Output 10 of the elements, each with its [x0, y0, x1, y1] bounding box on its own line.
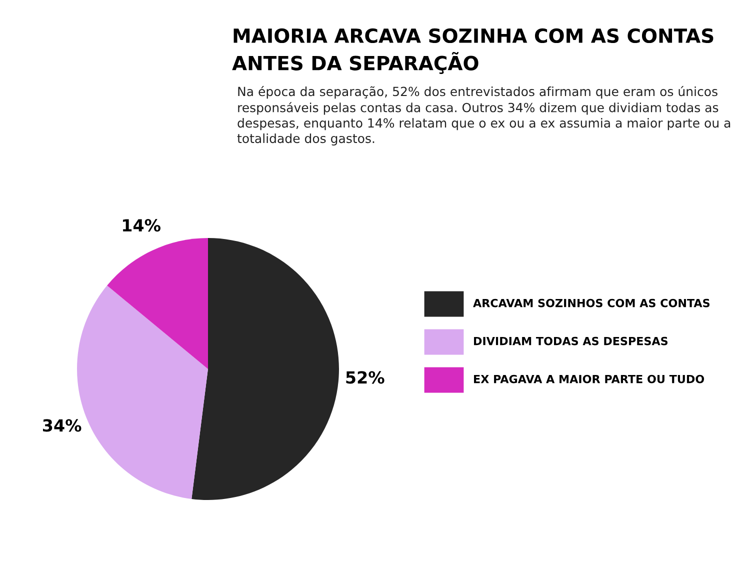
pie-slice — [107, 238, 208, 369]
legend-label: ARCAVAM SOZINHOS COM AS CONTAS — [473, 298, 710, 308]
data-label: 52% — [346, 371, 384, 384]
chart-subtitle: Na época da separação, 52% dos entrevistados afirmam que eram os únicos responsáveis pelas contas da casa. Outros 34% dizem que dividiam todas as despesas, enquanto 14% relatam que o ex ou a ex assumia a maior parte ou a totalidade dos gastos. — [237, 86, 730, 146]
chart-title: MAIORIA ARCAVA SOZINHA COM AS CONTAS ANTES DA SEPARAÇÃO — [232, 28, 714, 74]
data-label: 34% — [43, 419, 82, 432]
legend-label: DIVIDIAM TODAS AS DESPESAS — [474, 336, 668, 346]
data-label: 14% — [123, 218, 160, 232]
legend-label: EX PAGAVA A MAIOR PARTE OU TUDO — [474, 374, 704, 384]
pie-slice — [192, 238, 339, 500]
